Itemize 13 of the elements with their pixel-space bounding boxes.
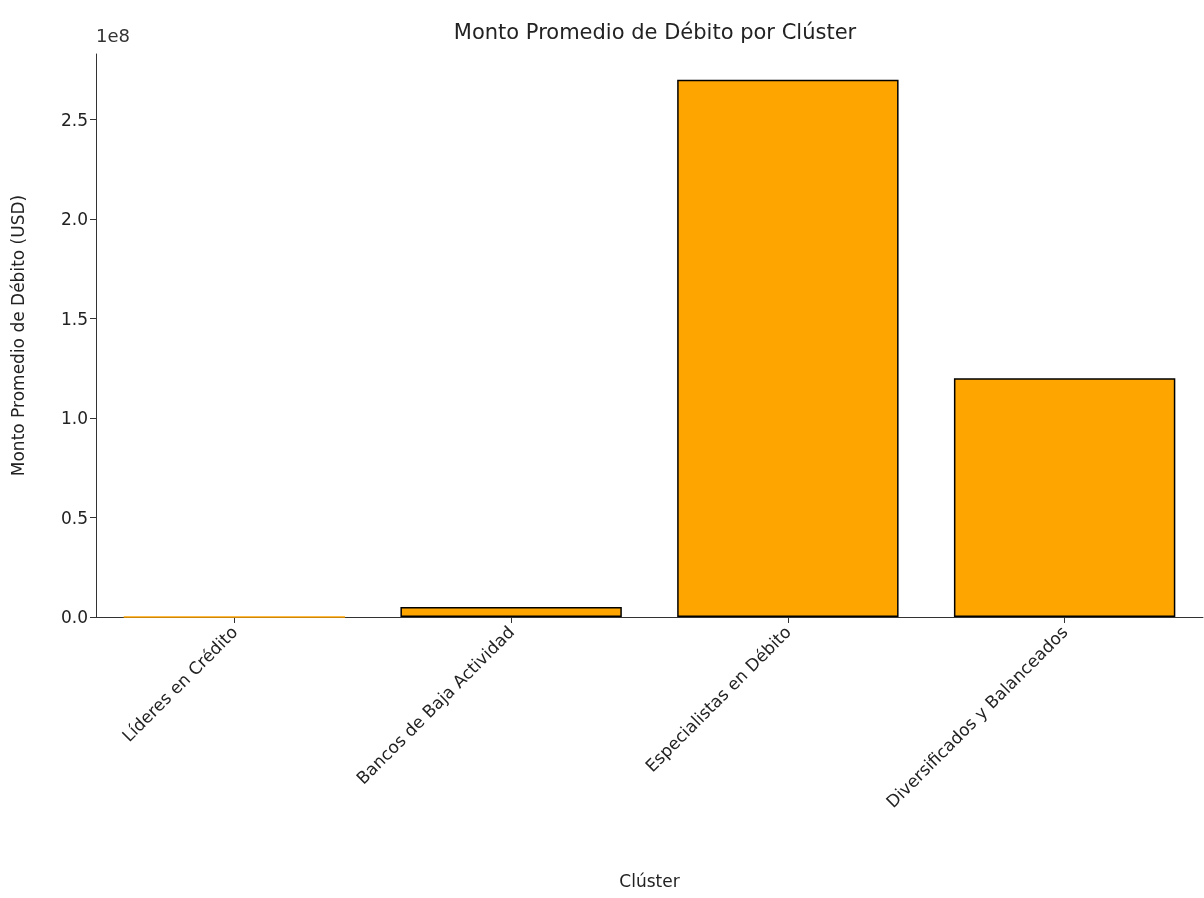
bar (677, 79, 899, 617)
y-tick-label: 2.5 (60, 109, 88, 130)
y-tick-label: 1.5 (60, 308, 88, 329)
bar (953, 378, 1176, 617)
text: 1e8 (96, 24, 130, 46)
bar (400, 607, 622, 617)
y-axis-title: Monto Promedio de Débito (USD) (7, 194, 28, 477)
y-tick-label: 1.0 (60, 408, 88, 429)
chart-title: Monto Promedio de Débito por Clúster (453, 19, 857, 44)
x-axis-title: Clúster (619, 870, 680, 891)
y-tick-label: 0.0 (60, 607, 88, 627)
y-tick-label: 0.5 (60, 507, 88, 528)
y-tick-label: 2.0 (60, 209, 88, 230)
